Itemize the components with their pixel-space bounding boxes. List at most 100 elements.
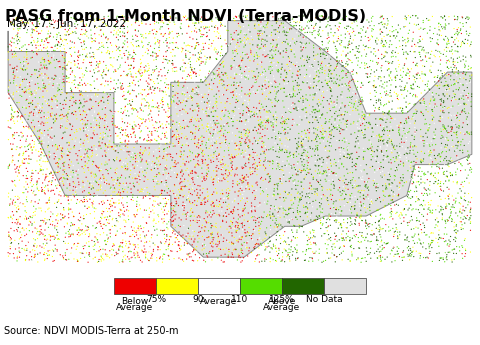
Point [92,255,99,260]
Point [242,140,250,146]
Point [47,169,55,175]
Point [187,158,194,164]
Point [309,204,316,209]
Point [445,201,453,207]
Point [294,73,301,78]
Point [224,179,232,184]
Point [282,117,290,122]
Point [204,139,212,144]
Point [28,240,36,246]
Point [250,161,258,167]
Point [92,163,99,168]
Point [109,244,117,249]
Polygon shape [8,21,472,257]
Point [411,75,419,80]
Point [273,42,281,48]
Point [372,238,380,243]
Point [102,193,110,198]
Point [163,201,170,206]
Point [202,78,210,83]
Point [41,38,48,44]
Point [167,39,175,45]
Point [362,114,370,119]
Point [270,241,277,247]
Point [36,136,43,141]
Point [127,165,135,171]
Point [63,150,71,156]
Point [379,216,386,221]
Point [405,247,412,253]
Point [306,167,314,172]
Point [451,81,459,87]
Point [432,142,440,147]
Point [405,252,413,257]
Point [210,210,218,216]
Point [117,140,124,145]
Point [155,20,162,26]
Point [150,149,157,155]
Point [457,58,465,64]
Point [310,130,318,136]
Point [30,210,37,215]
Point [266,59,274,64]
Point [129,130,137,136]
Point [124,36,132,41]
Point [259,127,266,132]
Point [354,256,362,262]
Point [11,182,19,188]
Point [452,148,460,154]
Point [81,109,88,114]
Point [82,159,89,165]
Point [312,75,319,81]
Point [244,130,252,136]
Point [468,39,475,45]
Point [20,24,28,30]
Point [194,56,202,61]
Point [15,248,23,254]
Point [173,151,180,157]
Point [23,137,30,142]
Point [396,155,404,160]
Point [377,100,384,106]
Point [251,166,259,171]
Point [29,247,36,253]
Point [408,194,416,200]
Point [102,179,110,185]
Point [457,139,465,145]
Point [72,19,80,24]
Point [99,202,107,207]
Point [379,13,386,19]
Point [327,157,335,163]
Point [25,156,33,161]
Point [233,228,241,233]
Point [51,43,59,49]
Point [158,98,166,103]
Point [141,240,149,245]
Point [117,175,124,180]
Point [381,128,388,134]
Point [378,39,386,45]
Point [15,170,23,176]
Point [275,68,283,73]
Point [206,106,214,112]
Point [269,44,276,49]
Point [146,13,154,19]
Point [107,132,114,137]
Point [31,213,39,218]
Point [132,44,140,49]
Point [275,205,283,211]
Point [71,63,79,68]
Point [8,240,15,245]
Point [60,37,68,42]
Point [108,40,116,46]
Point [145,40,153,46]
Point [179,183,187,189]
Point [461,179,468,184]
Point [12,200,19,205]
Point [248,203,255,209]
Point [28,147,36,153]
Point [301,136,309,141]
Point [253,55,261,60]
Point [245,108,253,114]
Point [35,141,43,146]
